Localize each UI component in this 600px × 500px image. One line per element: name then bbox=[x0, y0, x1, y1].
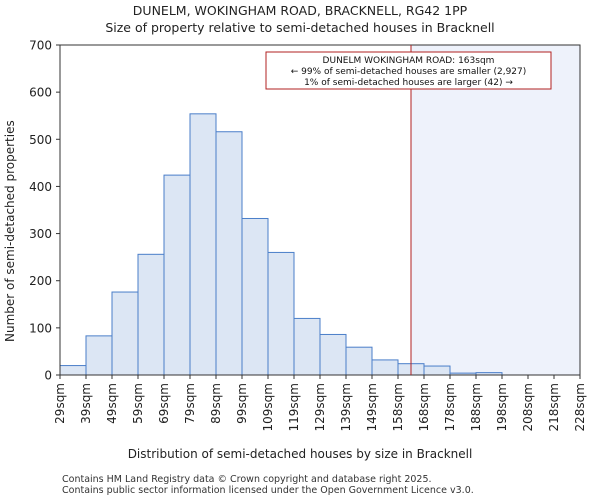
histogram-bar bbox=[85, 335, 113, 376]
y-tick-label: 100 bbox=[29, 321, 52, 335]
chart-subtitle: Size of property relative to semi-detach… bbox=[105, 20, 495, 35]
histogram-bar bbox=[319, 333, 347, 376]
histogram-bar bbox=[189, 113, 217, 376]
annotation-line: ← 99% of semi-detached houses are smalle… bbox=[291, 67, 527, 77]
x-tick-label: 158sqm bbox=[391, 383, 405, 431]
histogram-bar bbox=[215, 131, 243, 376]
x-tick-label: 49sqm bbox=[105, 383, 119, 424]
x-tick-label: 39sqm bbox=[79, 383, 93, 424]
footer-copyright: Contains HM Land Registry data © Crown c… bbox=[62, 474, 432, 485]
x-tick-label: 188sqm bbox=[469, 383, 483, 431]
histogram-bar bbox=[163, 174, 191, 376]
x-tick-label: 198sqm bbox=[495, 383, 509, 431]
x-axis-label: Distribution of semi-detached houses by … bbox=[127, 447, 473, 461]
x-tick-label: 218sqm bbox=[547, 383, 561, 431]
x-tick-label: 119sqm bbox=[287, 383, 301, 431]
larger-region-highlight bbox=[411, 45, 580, 375]
x-tick-label: 89sqm bbox=[209, 383, 223, 424]
x-tick-label: 29sqm bbox=[53, 383, 67, 424]
x-tick-label: 59sqm bbox=[131, 383, 145, 424]
histogram-bar bbox=[423, 365, 451, 376]
histogram-bar bbox=[345, 346, 373, 376]
x-tick-label: 139sqm bbox=[339, 383, 353, 431]
annotation-line: 1% of semi-detached houses are larger (4… bbox=[304, 78, 513, 88]
chart-title: DUNELM, WOKINGHAM ROAD, BRACKNELL, RG42 … bbox=[132, 3, 468, 18]
y-tick-label: 600 bbox=[29, 86, 52, 100]
y-tick-label: 200 bbox=[29, 274, 52, 288]
y-tick-label: 700 bbox=[29, 39, 52, 53]
histogram-bar bbox=[111, 291, 139, 376]
histogram-bar bbox=[293, 317, 321, 376]
y-tick-label: 0 bbox=[44, 369, 52, 383]
footer-licence: Contains public sector information licen… bbox=[62, 485, 474, 496]
x-tick-label: 149sqm bbox=[365, 383, 379, 431]
histogram-bar bbox=[59, 365, 87, 376]
x-tick-label: 228sqm bbox=[573, 383, 587, 431]
histogram-bar bbox=[241, 217, 269, 376]
histogram-bar bbox=[137, 253, 165, 376]
x-tick-label: 109sqm bbox=[261, 383, 275, 431]
histogram-bar bbox=[267, 251, 295, 376]
x-tick-label: 99sqm bbox=[235, 383, 249, 424]
y-tick-label: 400 bbox=[29, 180, 52, 194]
x-tick-label: 168sqm bbox=[417, 383, 431, 431]
x-tick-label: 129sqm bbox=[313, 383, 327, 431]
x-tick-label: 69sqm bbox=[157, 383, 171, 424]
x-tick-label: 178sqm bbox=[443, 383, 457, 431]
x-tick-label: 208sqm bbox=[521, 383, 535, 431]
y-tick-label: 300 bbox=[29, 227, 52, 241]
histogram-bar bbox=[371, 359, 399, 376]
annotation-line: DUNELM WOKINGHAM ROAD: 163sqm bbox=[323, 56, 495, 66]
x-tick-label: 79sqm bbox=[183, 383, 197, 424]
y-tick-label: 500 bbox=[29, 133, 52, 147]
annotation-box bbox=[265, 51, 552, 90]
